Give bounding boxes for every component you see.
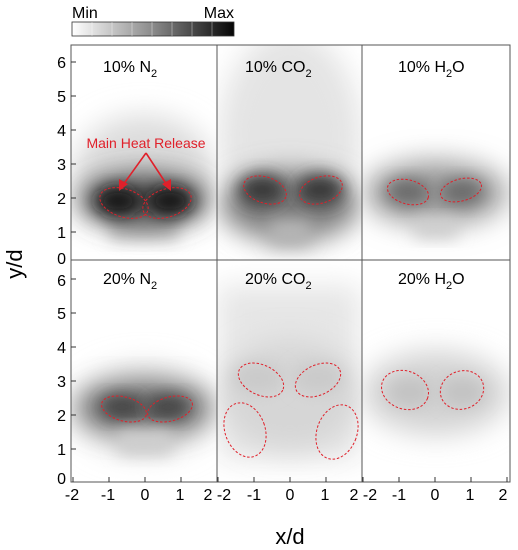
ellipse-20-n2-right	[147, 395, 193, 423]
ellipse-20-h2o-right	[439, 370, 485, 410]
panel-image-10-co2	[217, 45, 362, 260]
x-tick-p3-2: 2	[499, 487, 508, 504]
panel-image-10-n2	[71, 45, 217, 260]
y-axis-title: y/d	[2, 249, 27, 278]
ellipse-20-co2-upper-left	[237, 362, 285, 398]
panel-title-20-n2: 20% N2	[103, 271, 157, 292]
y-tick-bottom-3: 3	[57, 374, 66, 391]
x-tick-labels: -2 -1 0 1 2 -2 -1 0 1 2 -2 -1 0 1 2	[65, 487, 508, 504]
heat-release-ellipses	[99, 175, 485, 460]
panel-image-20-co2	[217, 260, 362, 482]
x-tick-p1-0: 0	[141, 487, 150, 504]
y-tick-top-5: 5	[57, 89, 66, 106]
ellipse-10-co2-right	[299, 175, 343, 205]
x-tick-p3-1: 1	[466, 487, 475, 504]
y-tick-bottom-4: 4	[57, 340, 66, 357]
x-tick-p1-m1: -1	[101, 487, 115, 504]
y-tick-top-6: 6	[57, 55, 66, 72]
tick-marks	[71, 61, 508, 482]
x-tick-p3-0: 0	[431, 487, 440, 504]
annotation-arrowhead-left	[119, 179, 128, 191]
ellipse-10-n2-left	[99, 187, 149, 219]
ellipse-10-h2o-left	[386, 178, 430, 206]
y-tick-bottom-0: 0	[57, 471, 66, 488]
x-tick-p1-1: 1	[176, 487, 185, 504]
panel-image-20-n2	[71, 260, 217, 482]
ellipse-10-n2-right	[142, 187, 192, 219]
x-axis-title: x/d	[275, 524, 304, 549]
y-tick-top-1: 1	[57, 225, 66, 242]
annotation-arrowhead-right	[162, 179, 171, 191]
panel-title-10-n2: 10% N2	[103, 59, 157, 80]
y-tick-top-0: 0	[57, 251, 66, 268]
x-tick-p2-m2: -2	[217, 487, 231, 504]
annotation: Main Heat Release	[86, 135, 206, 191]
y-tick-top-4: 4	[57, 123, 66, 140]
ellipse-20-co2-lower-left	[223, 402, 267, 458]
y-tick-bottom-2: 2	[57, 408, 66, 425]
x-tick-p3-m2: -2	[363, 487, 377, 504]
y-tick-top-2: 2	[57, 191, 66, 208]
panel-titles: 10% N2 10% CO2 10% H2O 20% N2 20% CO2 20…	[103, 59, 465, 292]
colorbar-gradient	[71, 21, 235, 37]
y-tick-labels-bottom: 6 5 4 3 2 1 0	[57, 273, 66, 488]
y-tick-labels-top: 6 5 4 3 2 1 0	[57, 55, 66, 268]
x-tick-p1-2: 2	[204, 487, 213, 504]
y-tick-bottom-6: 6	[57, 273, 66, 290]
annotation-label: Main Heat Release	[86, 135, 205, 151]
ellipse-20-n2-left	[101, 395, 147, 423]
colorbar: Min Max	[71, 5, 235, 37]
panel-title-20-h2o: 20% H2O	[398, 271, 465, 292]
panel-title-10-co2: 10% CO2	[245, 59, 312, 80]
panel-title-20-co2: 20% CO2	[245, 271, 312, 292]
colorbar-max-label: Max	[204, 5, 234, 22]
panel-title-10-h2o: 10% H2O	[398, 59, 465, 80]
ellipse-10-co2-left	[243, 175, 287, 205]
ellipse-20-co2-lower-right	[315, 404, 359, 460]
y-tick-top-3: 3	[57, 157, 66, 174]
panel-image-20-h2o	[362, 260, 510, 482]
x-tick-p1-m2: -2	[65, 487, 79, 504]
x-tick-p3-m1: -1	[392, 487, 406, 504]
ellipse-20-h2o-left	[381, 369, 429, 411]
x-tick-p2-0: 0	[286, 487, 295, 504]
y-tick-bottom-5: 5	[57, 306, 66, 323]
x-tick-p2-1: 1	[321, 487, 330, 504]
panel-image-10-h2o	[362, 45, 510, 260]
y-tick-bottom-1: 1	[57, 442, 66, 459]
colorbar-min-label: Min	[72, 5, 98, 22]
ellipse-10-h2o-right	[440, 177, 482, 203]
x-tick-p2-m1: -1	[247, 487, 261, 504]
x-tick-p2-2: 2	[350, 487, 359, 504]
